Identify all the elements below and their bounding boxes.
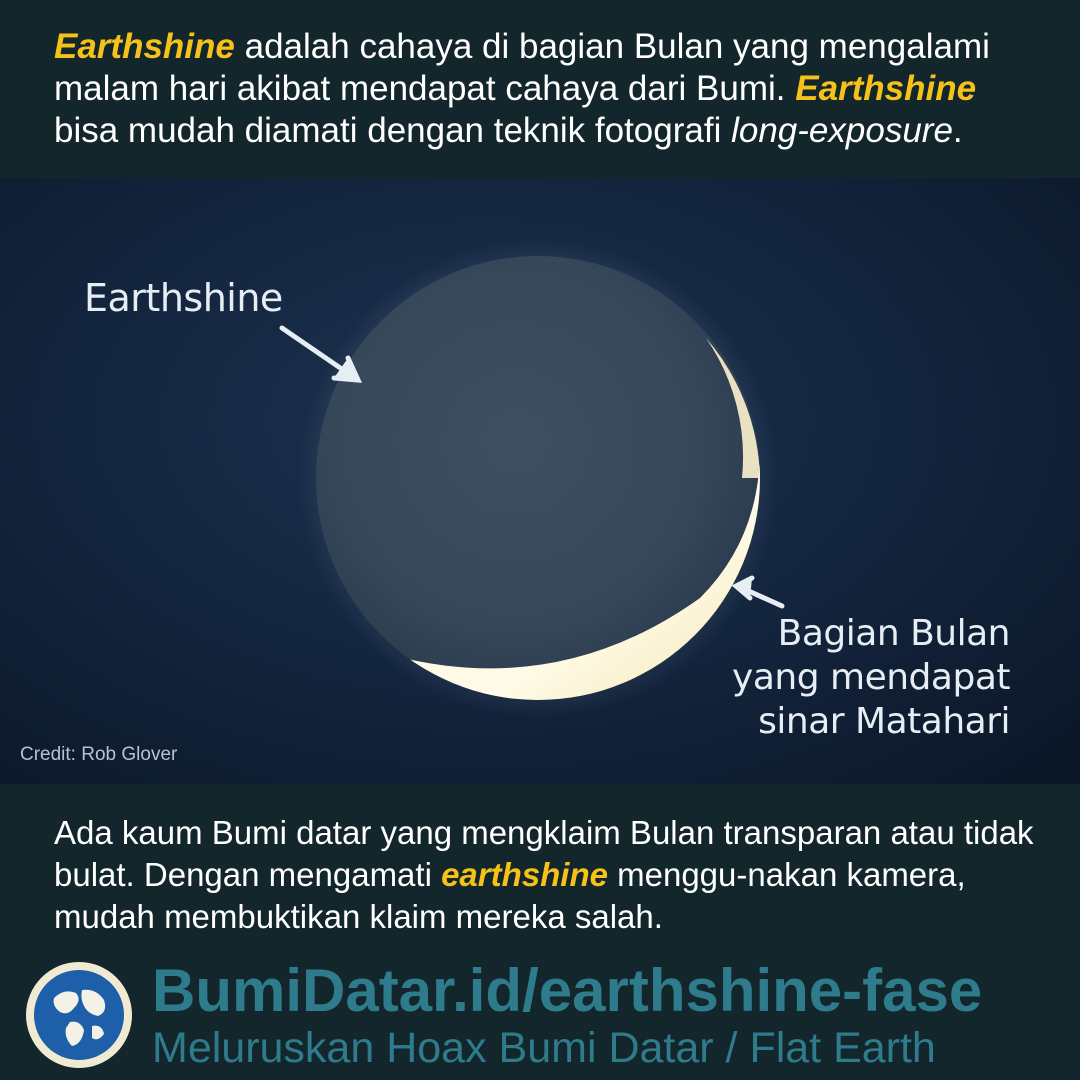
pointer-arrow-icon bbox=[731, 575, 785, 609]
claim-term: earthshine bbox=[441, 856, 608, 893]
claim-text-1: Ada kaum Bumi datar yang mengklaim Bulan… bbox=[54, 814, 1034, 893]
intro-text-3: . bbox=[952, 111, 963, 150]
earthshine-label: Earthshine bbox=[84, 276, 283, 320]
claim-paragraph: Ada kaum Bumi datar yang mengklaim Bulan… bbox=[54, 812, 1044, 938]
sunlit-label: Bagian Bulan yang mendapat sinar Matahar… bbox=[710, 612, 1010, 744]
intro-term-2: Earthshine bbox=[795, 69, 977, 108]
intro-paragraph: Earthshine adalah cahaya di bagian Bulan… bbox=[54, 26, 1044, 152]
sunlit-label-line: Bagian Bulan bbox=[777, 613, 1011, 654]
intro-text-2: bisa mudah diamati dengan teknik fotogra… bbox=[54, 111, 732, 150]
earthshine-disk bbox=[316, 256, 760, 700]
site-url[interactable]: BumiDatar.id/earthshine-fase bbox=[152, 957, 983, 1024]
sunlit-label-line: sinar Matahari bbox=[758, 701, 1010, 742]
globe-logo-icon bbox=[26, 962, 132, 1068]
pointer-arrow-icon bbox=[279, 325, 363, 383]
crescent-upper-edge bbox=[706, 338, 760, 478]
sunlit-crescent bbox=[395, 448, 760, 700]
sunlit-label-line: yang mendapat bbox=[732, 657, 1010, 698]
footer: BumiDatar.id/earthshine-fase Meluruskan … bbox=[0, 950, 1080, 1080]
claim-text-2: menggu-nakan kamera, mudah membuktikan k… bbox=[54, 856, 966, 935]
moon-photo: Earthshine Bagian Bulan yang mendapat si… bbox=[0, 178, 1080, 784]
moon-illustration bbox=[279, 238, 785, 718]
intro-emphasis: long-exposure bbox=[731, 111, 953, 150]
intro-term-1: Earthshine bbox=[54, 27, 235, 66]
intro-text-1: adalah cahaya di bagian Bulan yang menga… bbox=[54, 27, 990, 108]
photo-credit: Credit: Rob Glover bbox=[20, 744, 178, 765]
site-tagline: Meluruskan Hoax Bumi Datar / Flat Earth bbox=[152, 1024, 936, 1072]
